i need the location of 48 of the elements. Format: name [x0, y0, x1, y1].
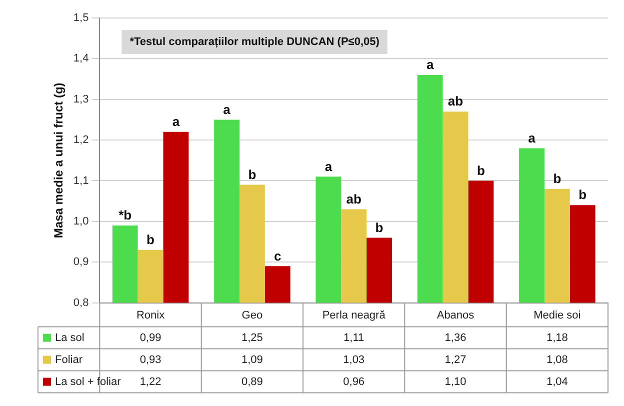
data-label: 1,36: [444, 332, 466, 344]
annotation: c: [274, 248, 282, 264]
y-tick-label: 1,1: [73, 174, 89, 187]
y-tick-label: 1,5: [73, 12, 89, 24]
y-tick-label: 1,2: [73, 134, 89, 146]
annotation: a: [223, 102, 232, 117]
legend-label: Foliar: [55, 354, 83, 366]
y-tick-label: 1,3: [73, 93, 89, 106]
data-label: 1,25: [241, 332, 263, 344]
data-label: 0,99: [140, 332, 162, 344]
x-tick-label: Medie soi: [534, 309, 581, 322]
data-label: 0,96: [343, 376, 365, 388]
annotation: a: [426, 57, 434, 72]
y-tick-label: 1,0: [73, 215, 89, 228]
data-label: 1,11: [344, 332, 364, 344]
data-label: 1,09: [241, 354, 263, 366]
data-label: 1,08: [546, 354, 568, 366]
y-axis-title: Masa medie a unui fruct (g): [52, 82, 66, 238]
x-tick-label: Geo: [242, 309, 263, 322]
data-label: 1,10: [444, 376, 466, 388]
y-tick-label: 1,4: [73, 52, 89, 65]
data-label: 1,18: [546, 332, 568, 344]
legend-label: La sol: [55, 332, 84, 344]
annotation: *b: [118, 208, 132, 223]
annotation: b: [375, 220, 384, 235]
annotation: b: [248, 166, 256, 182]
data-label: 1,27: [444, 354, 466, 366]
x-tick-label: Abanos: [436, 309, 475, 322]
data-label: 1,03: [343, 354, 365, 366]
data-label: 1,22: [140, 376, 162, 388]
y-tick-label: 0,9: [73, 256, 89, 268]
annotation: b: [578, 187, 587, 202]
annotation: a: [324, 158, 333, 174]
annotation: a: [172, 114, 180, 129]
x-tick-label: Ronix: [136, 309, 166, 322]
annotation: b: [553, 170, 562, 186]
x-tick-label: Perla neagră: [322, 309, 386, 322]
annotation: a: [528, 130, 536, 146]
y-tick-label: 0,8: [73, 296, 89, 309]
annotation: ab: [448, 94, 464, 109]
data-label: 1,04: [546, 376, 568, 388]
legend-label: La sol + foliar: [55, 376, 122, 388]
annotation: ab: [346, 191, 362, 206]
annotation: *Testul comparațiilor multiple DUNCAN (P≤0,05): [130, 36, 380, 48]
data-label: 0,93: [140, 354, 162, 366]
annotation: b: [476, 162, 485, 178]
annotation: b: [146, 232, 155, 247]
data-label: 0,89: [241, 376, 263, 388]
